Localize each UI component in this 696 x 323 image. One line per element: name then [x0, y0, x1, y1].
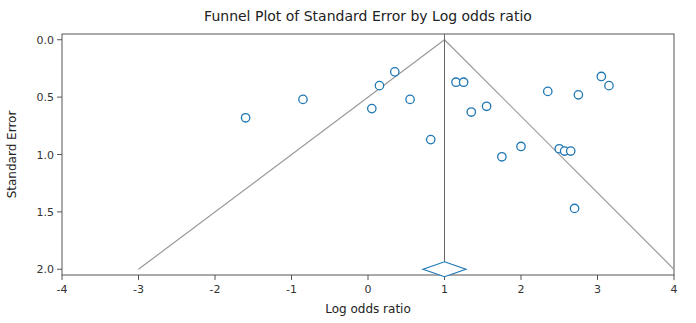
y-tick-label: 2.0	[37, 263, 55, 276]
data-point	[459, 78, 467, 86]
y-tick-label: 0.0	[37, 34, 55, 47]
y-tick	[57, 154, 62, 155]
x-tick	[674, 275, 675, 280]
x-tick-label: 3	[594, 283, 601, 296]
data-point	[391, 68, 399, 76]
x-tick-label: 1	[441, 283, 448, 296]
y-tick	[57, 97, 62, 98]
x-tick-label: 2	[518, 283, 525, 296]
y-tick	[57, 269, 62, 270]
chart-title: Funnel Plot of Standard Error by Log odd…	[204, 8, 532, 24]
chart: -4 -3 -2 -1 0 1 2 3 4 0.0 0.5 1.0 1.5 2.0 Funnel Plot …	[0, 0, 696, 323]
data-point	[427, 135, 435, 143]
x-tick	[291, 275, 292, 280]
x-tick-label: 0	[365, 283, 372, 296]
reference-line	[444, 34, 445, 275]
x-tick-label: -3	[133, 283, 144, 296]
data-point	[574, 91, 582, 99]
y-axis: 0.0 0.5 1.0 1.5 2.0	[37, 34, 63, 277]
data-point	[567, 147, 575, 155]
data-point	[605, 81, 613, 89]
plot-area	[139, 34, 675, 275]
plot-frame	[62, 34, 674, 275]
x-tick-label: -2	[210, 283, 221, 296]
y-tick-label: 1.5	[37, 206, 55, 219]
y-tick	[57, 211, 62, 212]
x-tick	[597, 275, 598, 280]
funnel-line	[445, 40, 675, 270]
y-tick-label: 1.0	[37, 149, 55, 162]
x-axis-label: Log odds ratio	[325, 302, 411, 316]
x-axis: -4 -3 -2 -1 0 1 2 3 4	[57, 275, 678, 296]
background	[0, 0, 696, 323]
x-tick	[368, 275, 369, 280]
y-axis-label: Standard Error	[5, 111, 19, 199]
data-point	[406, 95, 414, 103]
y-tick-label: 0.5	[37, 91, 55, 104]
data-point	[299, 95, 307, 103]
data-point	[544, 87, 552, 95]
x-tick	[62, 275, 63, 280]
data-point	[498, 153, 506, 161]
data-point	[375, 81, 383, 89]
x-tick-label: 4	[671, 283, 678, 296]
funnel-line	[139, 40, 445, 270]
x-tick	[215, 275, 216, 280]
summary-diamond	[423, 262, 466, 277]
data-point	[467, 108, 475, 116]
x-tick-label: -4	[57, 283, 68, 296]
data-point	[570, 204, 578, 212]
x-tick	[521, 275, 522, 280]
data-point	[241, 114, 249, 122]
y-tick	[57, 39, 62, 40]
x-tick-label: -1	[286, 283, 297, 296]
data-point	[482, 102, 490, 110]
data-point	[597, 72, 605, 80]
data-point	[368, 104, 376, 112]
x-tick	[138, 275, 139, 280]
data-point	[517, 142, 525, 150]
